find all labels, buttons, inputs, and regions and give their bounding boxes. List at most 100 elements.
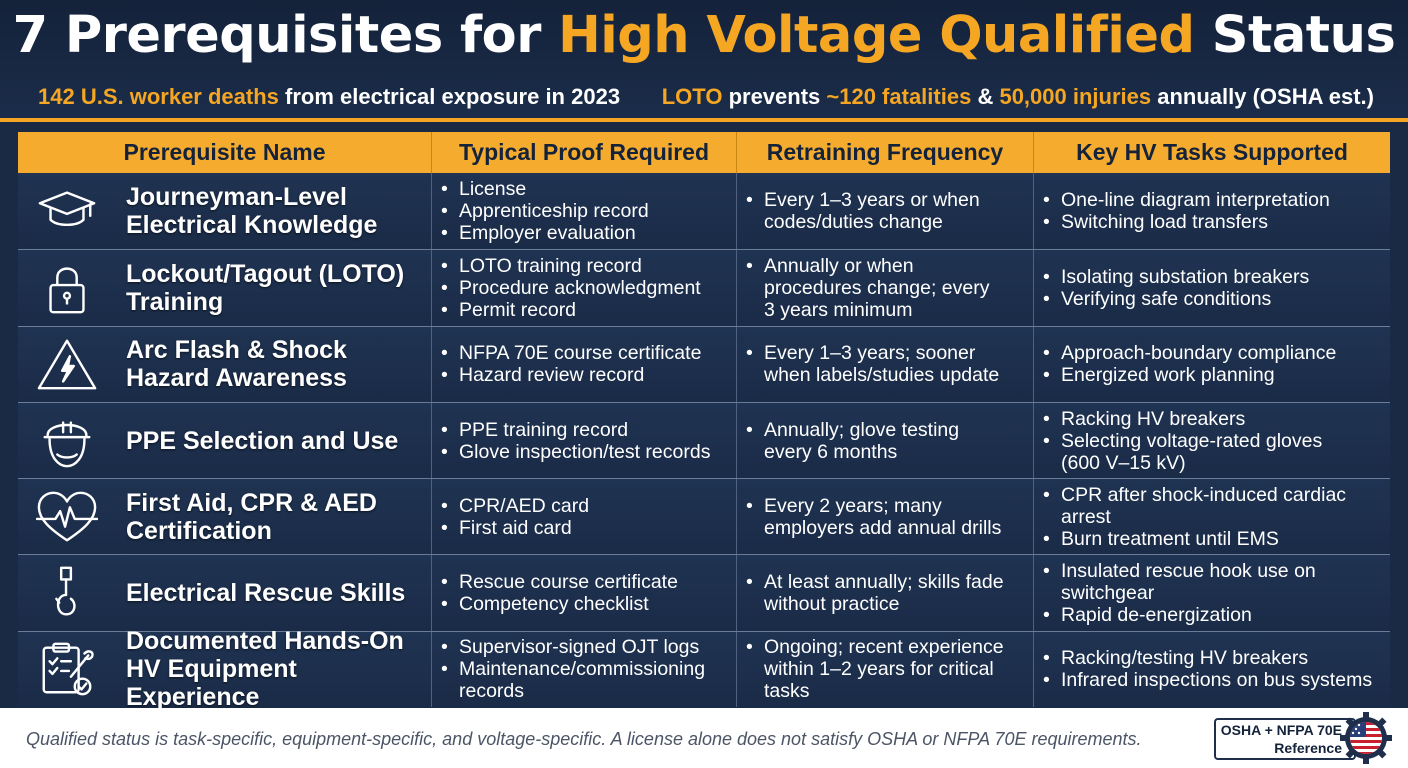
prerequisite-cell: Arc Flash & Shock Hazard Awareness	[18, 326, 432, 402]
column-header-frequency: Retraining Frequency	[737, 132, 1034, 173]
prerequisite-name-line: Certification	[126, 516, 272, 545]
tasks-cell: Approach-boundary complianceEnergized wo…	[1034, 327, 1390, 402]
prerequisite-name-line: First Aid, CPR & AED	[126, 488, 377, 517]
frequency-line: Annually; glove testing	[764, 418, 960, 441]
stat-loto-t2: &	[971, 84, 1000, 109]
task-item: Selecting voltage-rated gloves (600 V–15…	[1043, 430, 1322, 474]
frequency-line: within 1–2 years for critical	[764, 658, 994, 681]
tasks-cell: Isolating substation breakersVerifying s…	[1034, 250, 1390, 325]
proof-item: Permit record	[441, 299, 701, 321]
footnote: Qualified status is task-specific, equip…	[26, 729, 1142, 749]
hard-hat-worker-icon	[28, 411, 106, 471]
proof-item: Competency checklist	[441, 593, 678, 615]
frequency-line: procedures change; every	[764, 276, 990, 299]
column-header-tasks: Key HV Tasks Supported	[1076, 139, 1348, 165]
prerequisite-name-line: HV Equipment Experience	[126, 655, 297, 712]
table-row: PPE Selection and Use PPE training record…	[18, 401, 1390, 479]
task-item: Approach-boundary compliance	[1043, 342, 1336, 364]
column-header-name: Prerequisite Name	[18, 132, 432, 173]
prerequisite-name-line: Hazard Awareness	[126, 364, 347, 393]
task-item: Racking/testing HV breakers	[1043, 647, 1372, 669]
proof-item: CPR/AED card	[441, 495, 589, 517]
prerequisite-name: PPE Selection and Use	[106, 427, 398, 455]
tasks-list: Isolating substation breakersVerifying s…	[1034, 266, 1309, 310]
prerequisite-cell: Electrical Rescue Skills	[18, 555, 432, 631]
stat-loto-t1: prevents	[722, 84, 827, 109]
frequency-line: Ongoing; recent experience	[764, 636, 1004, 659]
task-item: Insulated rescue hook use on switchgear	[1043, 560, 1316, 604]
frequency-line: when labels/studies update	[764, 364, 1000, 387]
tasks-cell: Insulated rescue hook use on switchgearR…	[1034, 555, 1390, 630]
title-suffix: Status	[1194, 6, 1396, 65]
frequency-line: tasks	[764, 680, 810, 703]
task-item: Isolating substation breakers	[1043, 266, 1309, 288]
task-item: Racking HV breakers	[1043, 408, 1322, 430]
proof-item: First aid card	[441, 517, 589, 539]
task-item: Rapid de-energization	[1043, 604, 1316, 626]
proof-cell: LOTO training recordProcedure acknowledg…	[432, 250, 737, 326]
page-title: 7 Prerequisites for High Voltage Qualifi…	[0, 6, 1408, 65]
proof-list: NFPA 70E course certificateHazard review…	[432, 342, 701, 386]
table-row: Lockout/Tagout (LOTO)Training LOTO traini…	[18, 249, 1390, 326]
tasks-cell: One-line diagram interpretationSwitching…	[1034, 173, 1390, 249]
table-row: Electrical Rescue Skills Rescue course ce…	[18, 554, 1390, 631]
prerequisite-cell: Lockout/Tagout (LOTO) Training	[18, 250, 432, 326]
tasks-list: Approach-boundary complianceEnergized wo…	[1034, 342, 1336, 386]
prerequisite-cell: First Aid, CPR & AED Certification	[18, 479, 432, 555]
task-item: Energized work planning	[1043, 364, 1336, 386]
task-item: Burn treatment until EMS	[1043, 528, 1346, 550]
proof-list: LOTO training recordProcedure acknowledg…	[432, 255, 701, 321]
proof-cell: LicenseApprenticeship recordEmployer eva…	[432, 173, 737, 250]
proof-list: Supervisor-signed OJT logsMaintenance/co…	[432, 636, 705, 702]
us-flag-gear-icon	[1340, 712, 1392, 764]
stat-deaths-text: from electrical exposure in 2023	[278, 84, 621, 109]
proof-item: Rescue course certificate	[441, 571, 678, 593]
prerequisite-name-line: PPE Selection and Use	[126, 426, 399, 455]
task-item: Infrared inspections on bus systems	[1043, 669, 1372, 691]
prerequisite-cell: Journeyman-Level Electrical Knowledge	[18, 173, 432, 250]
tasks-list: CPR after shock-induced cardiac arrestBu…	[1034, 484, 1346, 550]
prerequisites-table: Prerequisite Name Typical Proof Required…	[18, 132, 1390, 711]
prerequisite-name: Journeyman-Level Electrical Knowledge	[106, 183, 377, 239]
frequency-line: 3 years minimum	[764, 298, 913, 321]
padlock-icon	[28, 258, 106, 318]
prerequisite-name-line: Documented Hands-On	[126, 627, 404, 656]
stat-loto-h3: 50,000 injuries	[999, 84, 1152, 109]
prerequisite-name-line: Electrical Knowledge	[126, 211, 378, 240]
prerequisite-cell: PPE Selection and Use	[18, 402, 432, 479]
proof-item: Procedure acknowledgment	[441, 277, 701, 299]
stat-loto-t3: annually (OSHA est.)	[1151, 84, 1374, 109]
prerequisite-name: Documented Hands-On HV Equipment Experien…	[106, 627, 431, 711]
proof-cell: NFPA 70E course certificateHazard review…	[432, 326, 737, 402]
frequency-line: Every 1–3 years; sooner	[764, 342, 976, 365]
badge-line-1: OSHA + NFPA 70E	[1220, 722, 1342, 738]
proof-item: Maintenance/commissioning records	[441, 658, 705, 702]
proof-item: License	[441, 178, 649, 200]
proof-item: NFPA 70E course certificate	[441, 342, 701, 364]
rescue-hook-icon	[28, 563, 106, 623]
task-item: Switching load transfers	[1043, 211, 1330, 233]
tasks-list: One-line diagram interpretationSwitching…	[1034, 189, 1330, 233]
prerequisite-name: First Aid, CPR & AED Certification	[106, 489, 377, 545]
proof-item: PPE training record	[441, 419, 710, 441]
stat-deaths-highlight: 142 U.S. worker deaths	[38, 84, 279, 109]
prerequisite-cell: Documented Hands-On HV Equipment Experien…	[18, 627, 432, 711]
prerequisite-name-line: Electrical Rescue Skills	[126, 579, 406, 608]
header-divider	[0, 118, 1408, 122]
frequency-line: employers add annual drills	[764, 516, 1002, 539]
proof-cell: PPE training recordGlove inspection/test…	[432, 402, 737, 479]
